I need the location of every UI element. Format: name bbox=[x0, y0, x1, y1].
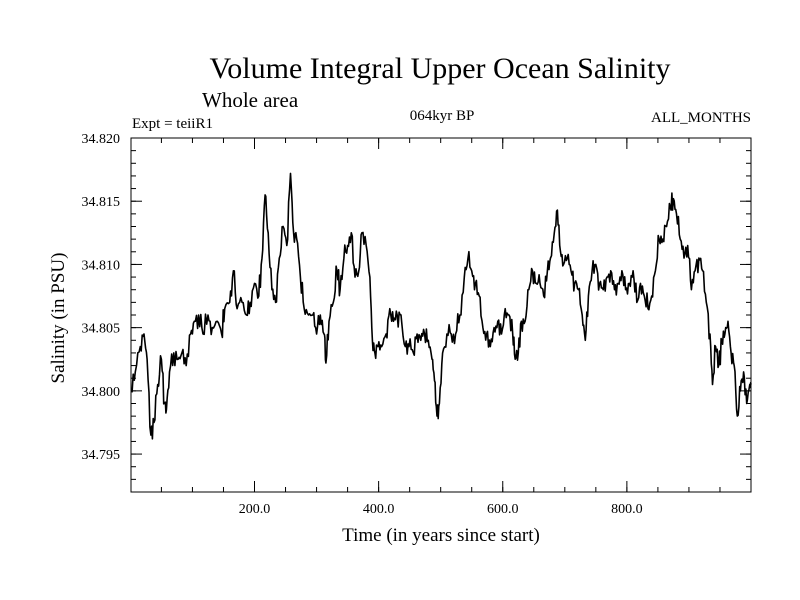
x-tick-label: 600.0 bbox=[487, 502, 519, 517]
x-tick-label: 800.0 bbox=[611, 502, 643, 517]
chart-title: Volume Integral Upper Ocean Salinity bbox=[210, 52, 671, 85]
experiment-label: Expt = teiiR1 bbox=[132, 116, 213, 132]
y-tick-label: 34.815 bbox=[82, 195, 121, 210]
y-tick-label: 34.805 bbox=[82, 322, 121, 337]
series-group bbox=[130, 172, 752, 440]
y-tick-label: 34.800 bbox=[82, 385, 121, 400]
x-tick-label: 200.0 bbox=[239, 502, 271, 517]
x-tick-labels: 200.0 400.0 600.0 800.0 bbox=[239, 502, 643, 517]
y-axis-label: Salinity (in PSU) bbox=[48, 253, 69, 384]
months-label: ALL_MONTHS bbox=[651, 110, 751, 126]
y-tick-label: 34.820 bbox=[82, 132, 121, 147]
x-axis-label: Time (in years since start) bbox=[342, 525, 540, 546]
axis-ticks bbox=[131, 137, 751, 492]
chart-subtitle: Whole area bbox=[202, 88, 299, 112]
y-tick-label: 34.810 bbox=[82, 258, 121, 273]
x-tick-label: 400.0 bbox=[363, 502, 395, 517]
period-label: 064kyr BP bbox=[410, 108, 475, 124]
salinity-series-line bbox=[130, 172, 752, 440]
y-tick-label: 34.795 bbox=[82, 448, 121, 463]
y-tick-labels: 34.795 34.800 34.805 34.810 34.815 34.820 bbox=[82, 132, 121, 463]
